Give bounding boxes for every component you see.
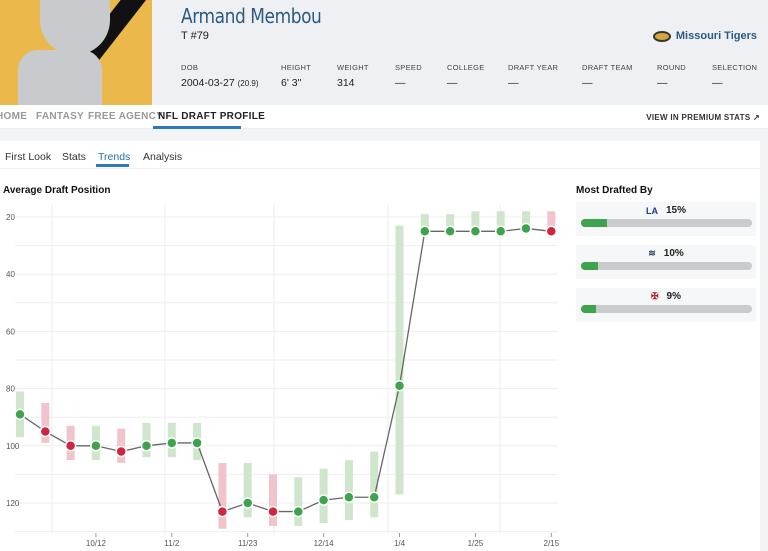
stat-draft-year: DRAFT YEAR — xyxy=(508,63,558,89)
stat-dob: DOB 2004-03-27 (20.9) xyxy=(181,63,259,89)
active-tab-underline xyxy=(153,126,241,129)
stat-value: 6' 3" xyxy=(281,77,302,89)
stat-height: HEIGHT 6' 3" xyxy=(281,63,311,89)
stat-value: 314 xyxy=(337,77,355,89)
tiger-logo-icon xyxy=(652,30,671,42)
nav-free-agency[interactable]: FREE AGENCY xyxy=(88,111,164,122)
subtab-underline xyxy=(96,164,129,167)
stat-draft-team: DRAFT TEAM — xyxy=(582,63,633,89)
most-drafted-item: LA 15% xyxy=(576,202,756,236)
stat-value: 2004-03-27 xyxy=(181,77,235,89)
most-drafted-title: Most Drafted By xyxy=(576,185,653,196)
stat-label: COLLEGE xyxy=(447,63,485,72)
stat-label: SPEED xyxy=(395,63,422,72)
nav-nfl-draft-profile[interactable]: NFL DRAFT PROFILE xyxy=(158,111,266,122)
stat-label: SELECTION xyxy=(712,63,758,72)
team-logo-icon: ≋ xyxy=(648,248,656,258)
stat-label: HEIGHT xyxy=(281,63,312,72)
drafted-bar-fill xyxy=(581,305,597,313)
premium-stats-link[interactable]: VIEW IN PREMIUM STATS ↗ xyxy=(646,113,760,122)
nav-home[interactable]: HOME xyxy=(0,111,28,122)
tab-first-look[interactable]: First Look xyxy=(5,151,52,163)
drafted-bar xyxy=(581,305,752,313)
stat-round: ROUND — xyxy=(657,63,686,89)
stat-label: DRAFT TEAM xyxy=(582,63,633,72)
stat-value: — xyxy=(582,77,593,89)
drafted-bar xyxy=(581,262,752,270)
drafted-bar-fill xyxy=(581,219,607,227)
tab-analysis[interactable]: Analysis xyxy=(143,151,183,163)
nav-fantasy[interactable]: FANTASY xyxy=(36,111,85,122)
stat-label: WEIGHT xyxy=(337,63,369,72)
drafted-percent: 15% xyxy=(665,205,686,216)
chart-title: Average Draft Position xyxy=(3,185,111,196)
stat-value: — xyxy=(508,77,519,89)
drafted-bar xyxy=(581,219,752,227)
stat-weight: WEIGHT 314 xyxy=(337,63,369,89)
most-drafted-item: ✠ 9% xyxy=(576,288,756,322)
team-name: Missouri Tigers xyxy=(675,30,757,42)
stat-label: ROUND xyxy=(657,63,686,72)
tab-trends[interactable]: Trends xyxy=(98,151,131,163)
tab-stats[interactable]: Stats xyxy=(62,151,86,163)
player-photo xyxy=(0,0,152,105)
stat-college: COLLEGE — xyxy=(447,63,485,89)
stat-value: — xyxy=(657,77,668,89)
player-name: Armand Membou xyxy=(181,4,322,28)
most-drafted-item: ≋ 10% xyxy=(576,245,756,279)
team-logo-icon: ✠ xyxy=(651,291,659,301)
drafted-bar-fill xyxy=(581,262,599,270)
subtabs: First Look Stats Trends Analysis xyxy=(0,141,768,169)
trends-card: First Look Stats Trends Analysis Average… xyxy=(0,141,768,551)
stat-label: DOB xyxy=(181,63,199,72)
stat-speed: SPEED — xyxy=(395,63,422,89)
stat-value: — xyxy=(712,77,723,89)
team-logo-icon: LA xyxy=(645,205,658,216)
stat-label: DRAFT YEAR xyxy=(508,63,559,72)
stat-age: (20.9) xyxy=(237,79,259,88)
stat-value: — xyxy=(395,77,406,89)
team-link[interactable]: Missouri Tigers xyxy=(652,30,757,42)
drafted-percent: 9% xyxy=(666,291,681,302)
player-position: T #79 xyxy=(181,30,209,42)
player-header: Armand Membou T #79 Missouri Tigers DOB 2… xyxy=(0,0,768,105)
profile-nav: HOME FANTASY FREE AGENCY NFL DRAFT PROFI… xyxy=(0,105,768,129)
stat-value: — xyxy=(447,77,458,89)
stat-selection: SELECTION — xyxy=(712,63,757,89)
drafted-percent: 10% xyxy=(663,248,684,259)
